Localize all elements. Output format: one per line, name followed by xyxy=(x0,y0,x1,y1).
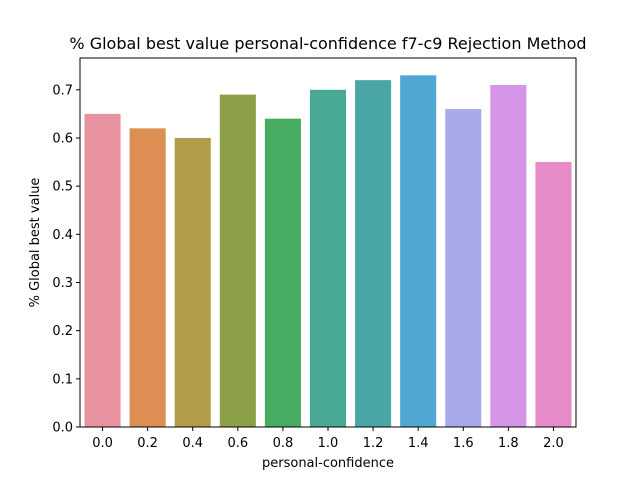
y-axis-ticks: 0.0 0.1 0.2 0.3 0.4 0.5 0.6 0.7 xyxy=(52,83,80,436)
bar-0.2 xyxy=(129,128,166,427)
bar-0.6 xyxy=(219,94,256,428)
bar-1.6 xyxy=(445,109,482,427)
x-axis-label: personal-confidence xyxy=(262,456,394,471)
y-tick-label: 0.1 xyxy=(52,372,73,387)
bar-0.4 xyxy=(174,137,211,427)
y-tick-label: 0.0 xyxy=(52,421,73,436)
bars-group xyxy=(84,75,572,428)
x-tick-label: 1.0 xyxy=(318,436,339,451)
bar-0.8 xyxy=(264,118,301,427)
x-tick-label: 1.6 xyxy=(453,436,474,451)
x-tick-label: 2.0 xyxy=(543,436,564,451)
chart-title: % Global best value personal-confidence … xyxy=(69,34,586,53)
y-tick-label: 0.7 xyxy=(52,83,73,98)
bar-1.8 xyxy=(490,84,527,427)
x-tick-label: 0.0 xyxy=(92,436,113,451)
x-axis-ticks: 0.0 0.2 0.4 0.6 0.8 1.0 1.2 1.4 1.6 1.8 2.0 xyxy=(92,427,564,451)
y-axis-label: % Global best value xyxy=(28,178,43,308)
bar-1.4 xyxy=(400,75,437,427)
y-tick-label: 0.4 xyxy=(52,228,73,243)
y-tick-label: 0.3 xyxy=(52,276,73,291)
bar-1.2 xyxy=(355,80,392,427)
y-tick-label: 0.5 xyxy=(52,180,73,195)
x-tick-label: 0.6 xyxy=(227,436,248,451)
x-tick-label: 0.8 xyxy=(273,436,294,451)
x-tick-label: 0.4 xyxy=(182,436,203,451)
x-tick-label: 1.4 xyxy=(408,436,429,451)
plot-frame xyxy=(79,57,577,428)
y-tick-label: 0.2 xyxy=(52,324,73,339)
x-tick-label: 1.8 xyxy=(498,436,519,451)
x-tick-label: 0.2 xyxy=(137,436,158,451)
y-tick-label: 0.6 xyxy=(52,131,73,146)
x-tick-label: 1.2 xyxy=(363,436,384,451)
bar-1.0 xyxy=(309,89,347,427)
bar-0.0 xyxy=(84,113,121,427)
bar-2.0 xyxy=(535,162,572,428)
